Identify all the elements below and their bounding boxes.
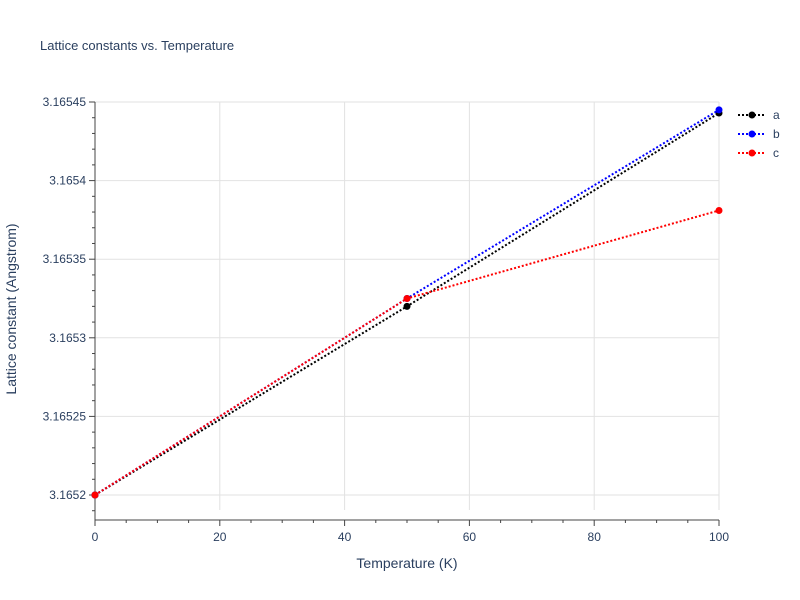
x-tick-label: 100 xyxy=(709,530,729,544)
y-tick-label: 3.1653 xyxy=(49,331,86,345)
data-point-a xyxy=(403,302,411,310)
legend-marker xyxy=(748,111,756,119)
x-axis-title: Temperature (K) xyxy=(356,555,457,571)
y-tick-label: 3.16535 xyxy=(43,252,87,266)
data-point-c xyxy=(91,491,99,499)
legend-marker xyxy=(748,130,756,138)
grid xyxy=(95,101,720,510)
y-axis-title: Lattice constant (Angstrom) xyxy=(3,223,19,394)
x-tick-label: 40 xyxy=(338,530,352,544)
y-tick-label: 3.16525 xyxy=(43,409,87,423)
legend-label: c xyxy=(773,146,779,160)
y-tick-label: 3.1652 xyxy=(49,488,86,502)
plot-area xyxy=(91,106,723,499)
x-tick-label: 20 xyxy=(213,530,227,544)
x-tick-label: 0 xyxy=(92,530,99,544)
series-line-c xyxy=(94,209,720,496)
axes: 0 20 40 60 80 100 3.1652 3.16525 3.1653 3.16535 3.… xyxy=(43,95,730,544)
data-point-c xyxy=(715,206,723,214)
legend-item-a[interactable]: a xyxy=(738,108,780,122)
y-tick-label: 3.16545 xyxy=(43,95,87,109)
y-tick-label: 3.1654 xyxy=(49,174,86,188)
chart-title: Lattice constants vs. Temperature xyxy=(40,38,234,53)
data-point-b xyxy=(715,106,723,114)
legend-item-c[interactable]: c xyxy=(738,146,779,160)
legend-label: b xyxy=(773,127,780,141)
legend-item-b[interactable]: b xyxy=(738,127,780,141)
data-point-c xyxy=(403,295,411,302)
legend[interactable]: abc xyxy=(738,108,780,160)
x-tick-label: 60 xyxy=(463,530,477,544)
legend-label: a xyxy=(773,108,780,122)
legend-marker xyxy=(748,149,756,157)
x-tick-label: 80 xyxy=(588,530,602,544)
